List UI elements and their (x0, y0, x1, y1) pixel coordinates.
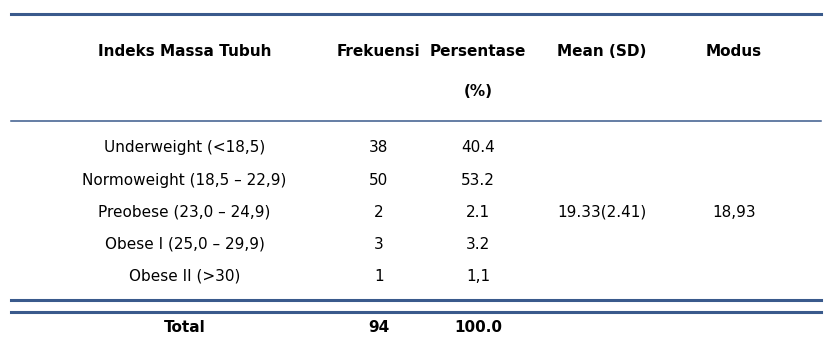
Text: 50: 50 (369, 173, 389, 188)
Text: 3.2: 3.2 (466, 237, 490, 252)
Text: 2.1: 2.1 (466, 205, 490, 220)
Text: 100.0: 100.0 (454, 320, 502, 336)
Text: Modus: Modus (706, 44, 762, 58)
Text: 53.2: 53.2 (461, 173, 495, 188)
Text: Obese II (>30): Obese II (>30) (129, 269, 240, 284)
Text: 2: 2 (374, 205, 384, 220)
Text: 94: 94 (369, 320, 389, 336)
Text: Persentase: Persentase (430, 44, 526, 58)
Text: 1,1: 1,1 (466, 269, 490, 284)
Text: Underweight (<18,5): Underweight (<18,5) (104, 140, 265, 155)
Text: (%): (%) (463, 84, 493, 99)
Text: Mean (SD): Mean (SD) (557, 44, 646, 58)
Text: Preobese (23,0 – 24,9): Preobese (23,0 – 24,9) (98, 205, 270, 220)
Text: 38: 38 (369, 140, 389, 155)
Text: 40.4: 40.4 (461, 140, 495, 155)
Text: Frekuensi: Frekuensi (337, 44, 421, 58)
Text: Indeks Massa Tubuh: Indeks Massa Tubuh (98, 44, 271, 58)
Text: 1: 1 (374, 269, 384, 284)
Text: Obese I (25,0 – 29,9): Obese I (25,0 – 29,9) (105, 237, 265, 252)
Text: Total: Total (164, 320, 206, 336)
Text: Normoweight (18,5 – 22,9): Normoweight (18,5 – 22,9) (82, 173, 287, 188)
Text: 3: 3 (374, 237, 384, 252)
Text: 18,93: 18,93 (712, 205, 756, 220)
Text: 19.33(2.41): 19.33(2.41) (557, 205, 646, 220)
